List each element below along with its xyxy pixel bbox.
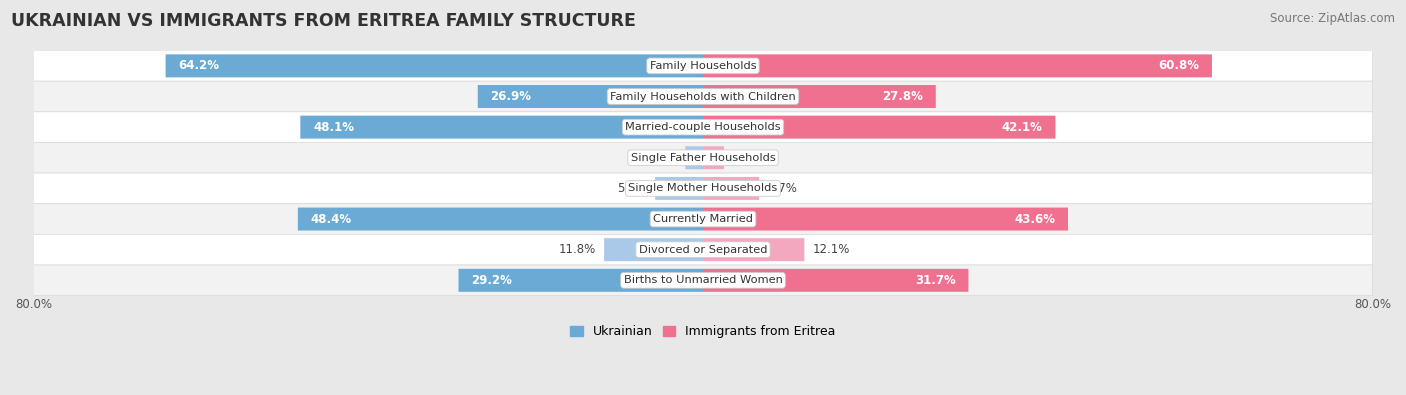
Text: Currently Married: Currently Married <box>652 214 754 224</box>
Text: 26.9%: 26.9% <box>491 90 531 103</box>
FancyBboxPatch shape <box>703 146 724 169</box>
Text: 48.4%: 48.4% <box>311 213 352 226</box>
Text: 64.2%: 64.2% <box>179 59 219 72</box>
Text: Single Father Households: Single Father Households <box>631 153 775 163</box>
Text: Divorced or Separated: Divorced or Separated <box>638 245 768 255</box>
FancyBboxPatch shape <box>703 85 936 108</box>
Text: Births to Unmarried Women: Births to Unmarried Women <box>624 275 782 285</box>
FancyBboxPatch shape <box>655 177 703 200</box>
Text: Family Households: Family Households <box>650 61 756 71</box>
Text: 5.7%: 5.7% <box>617 182 647 195</box>
Text: 43.6%: 43.6% <box>1014 213 1056 226</box>
Text: Married-couple Households: Married-couple Households <box>626 122 780 132</box>
Text: 6.7%: 6.7% <box>768 182 797 195</box>
Text: UKRAINIAN VS IMMIGRANTS FROM ERITREA FAMILY STRUCTURE: UKRAINIAN VS IMMIGRANTS FROM ERITREA FAM… <box>11 12 636 30</box>
Text: Source: ZipAtlas.com: Source: ZipAtlas.com <box>1270 12 1395 25</box>
Text: 11.8%: 11.8% <box>558 243 596 256</box>
FancyBboxPatch shape <box>478 85 703 108</box>
FancyBboxPatch shape <box>458 269 703 292</box>
Text: 2.5%: 2.5% <box>733 151 762 164</box>
Text: 29.2%: 29.2% <box>471 274 512 287</box>
FancyBboxPatch shape <box>34 204 1372 234</box>
FancyBboxPatch shape <box>685 146 703 169</box>
Text: 27.8%: 27.8% <box>882 90 924 103</box>
FancyBboxPatch shape <box>34 265 1372 295</box>
Text: Single Mother Households: Single Mother Households <box>628 183 778 194</box>
FancyBboxPatch shape <box>605 238 703 261</box>
FancyBboxPatch shape <box>34 173 1372 204</box>
FancyBboxPatch shape <box>166 55 703 77</box>
Legend: Ukrainian, Immigrants from Eritrea: Ukrainian, Immigrants from Eritrea <box>565 320 841 343</box>
FancyBboxPatch shape <box>703 55 1212 77</box>
FancyBboxPatch shape <box>703 116 1056 139</box>
FancyBboxPatch shape <box>703 177 759 200</box>
FancyBboxPatch shape <box>703 207 1069 231</box>
Text: Family Households with Children: Family Households with Children <box>610 92 796 102</box>
FancyBboxPatch shape <box>703 269 969 292</box>
FancyBboxPatch shape <box>34 112 1372 143</box>
FancyBboxPatch shape <box>301 116 703 139</box>
FancyBboxPatch shape <box>34 143 1372 173</box>
Text: 48.1%: 48.1% <box>314 120 354 134</box>
Text: 2.1%: 2.1% <box>647 151 678 164</box>
FancyBboxPatch shape <box>34 51 1372 81</box>
Text: 31.7%: 31.7% <box>915 274 956 287</box>
Text: 60.8%: 60.8% <box>1159 59 1199 72</box>
FancyBboxPatch shape <box>703 238 804 261</box>
FancyBboxPatch shape <box>34 81 1372 112</box>
FancyBboxPatch shape <box>34 234 1372 265</box>
Text: 12.1%: 12.1% <box>813 243 851 256</box>
FancyBboxPatch shape <box>298 207 703 231</box>
Text: 42.1%: 42.1% <box>1002 120 1043 134</box>
